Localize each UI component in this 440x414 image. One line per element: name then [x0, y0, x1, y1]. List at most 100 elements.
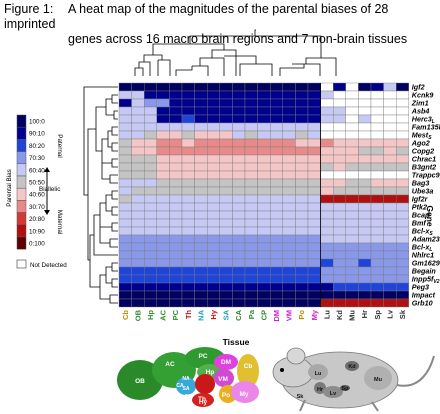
heat-cell-asb4-pc	[169, 106, 183, 116]
heat-cell-fam135b-pc	[169, 122, 183, 132]
heat-cell-kcnk9-my	[307, 90, 321, 100]
heat-cell-bcl-xs-cb	[118, 226, 132, 236]
tissue-label-ca: CA	[234, 309, 243, 320]
heat-cell-ptk2-kd	[333, 202, 347, 212]
heat-cell-kcnk9-lu	[320, 90, 334, 100]
heat-cell-igf2-my	[307, 82, 321, 92]
tissue-label-sp: Sp	[373, 310, 382, 320]
heat-cell-bcap-my	[307, 210, 321, 220]
legend-swatch-4	[16, 163, 27, 177]
heat-cell-igf2r-vm	[282, 194, 296, 204]
heat-cell-trappc9l-hy	[206, 170, 220, 180]
heat-cell-herc3l-my	[307, 114, 321, 124]
heat-cell-b3gnt2-lu	[320, 162, 334, 172]
heat-cell-copg2-sp	[370, 146, 384, 156]
gene-label-grb10: Grb10	[412, 298, 433, 307]
heat-cell-igf2r-cp	[257, 194, 271, 204]
heat-cell-copg2-hy	[206, 146, 220, 156]
heat-cell-b3gnt2-sa	[219, 162, 233, 172]
heat-cell-kcnk9-sp	[370, 90, 384, 100]
heat-cell-bcap-dm	[270, 210, 284, 220]
heat-cell-inpp5fv2-kd	[333, 274, 347, 284]
legend-title: Parental Bias	[6, 169, 13, 206]
heat-cell-fam135b-sp	[370, 122, 384, 132]
heat-cell-bcl-xl-hp	[143, 242, 157, 252]
heat-cell-adam23-th	[181, 234, 195, 244]
legend-tick-label: 10:90	[29, 228, 45, 235]
heat-cell-bag3-lu	[320, 178, 334, 188]
heat-cell-inpp5fv2-hp	[143, 274, 157, 284]
brain-region-ob	[117, 360, 163, 400]
heat-cell-bcl-xl-hr	[358, 242, 372, 252]
heat-cell-asb4-sa	[219, 106, 233, 116]
gene-label-ago2: Ago2	[411, 138, 430, 147]
legend-tick-label: 90:10	[29, 131, 45, 138]
heat-cell-b3gnt2-vm	[282, 162, 296, 172]
heat-cell-fam135b-mu	[345, 122, 359, 132]
heat-cell-mest-my	[307, 130, 321, 140]
heat-cell-nhlrc1-hr	[358, 250, 372, 260]
heat-cell-inpp5fv2-my	[307, 274, 321, 284]
heat-cell-ago2-ac	[156, 138, 170, 148]
heat-cell-begain-po	[295, 266, 309, 276]
heat-cell-bag3-pa	[244, 178, 258, 188]
heat-cell-adam23-ac	[156, 234, 170, 244]
organ-label-hr: Hr	[317, 387, 324, 393]
heat-cell-impact-lv	[383, 290, 397, 300]
heat-cell-zim1-mu	[345, 98, 359, 108]
heat-cell-trappc9l-pc	[169, 170, 183, 180]
heat-cell-begain-vm	[282, 266, 296, 276]
heat-cell-bag3-lv	[383, 178, 397, 188]
heat-cell-grb10-cp	[257, 298, 271, 308]
heat-cell-trappc9l-na	[194, 170, 208, 180]
heat-cell-peg3-th	[181, 282, 195, 292]
heat-cell-igf2-pc	[169, 82, 183, 92]
gene-label-ube3a: Ube3a	[412, 186, 434, 195]
heat-cell-begain-sk	[396, 266, 410, 276]
heat-cell-ago2-ob	[131, 138, 145, 148]
heat-cell-impact-my	[307, 290, 321, 300]
legend-tick-label: 50:50	[29, 180, 45, 187]
heat-cell-igf2r-pa	[244, 194, 258, 204]
heat-cell-herc3l-lu	[320, 114, 334, 124]
heat-cell-ube3a-sp	[370, 186, 384, 196]
heat-cell-bcap-cb	[118, 210, 132, 220]
heat-cell-asb4-lv	[383, 106, 397, 116]
heat-cell-impact-vm	[282, 290, 296, 300]
heat-cell-chrac1-ca	[232, 154, 246, 164]
tissue-label-hp: Hp	[146, 310, 155, 320]
heat-cell-zim1-sa	[219, 98, 233, 108]
heat-cell-igf2-na	[194, 82, 208, 92]
heat-cell-grb10-pc	[169, 298, 183, 308]
heat-cell-fam135b-vm	[282, 122, 296, 132]
heat-cell-bcl-xl-pa	[244, 242, 258, 252]
heat-cell-igf2-hr	[358, 82, 372, 92]
heat-cell-adam23-hr	[358, 234, 372, 244]
heat-cell-ago2-mu	[345, 138, 359, 148]
heat-cell-inpp5fv2-th	[181, 274, 195, 284]
heat-cell-mest-th	[181, 130, 195, 140]
organ-sp-shape	[340, 385, 350, 391]
heat-cell-gm16299-pc	[169, 258, 183, 268]
heat-cell-ago2-th	[181, 138, 195, 148]
heat-cell-impact-hr	[358, 290, 372, 300]
heat-cell-copg2-lu	[320, 146, 334, 156]
heat-cell-impact-pa	[244, 290, 258, 300]
heat-cell-trappc9l-dm	[270, 170, 284, 180]
heat-cell-trappc9l-cp	[257, 170, 271, 180]
heat-cell-begain-dm	[270, 266, 284, 276]
heat-cell-ptk2-hp	[143, 202, 157, 212]
heat-cell-kcnk9-ca	[232, 90, 246, 100]
heat-cell-bag3-cp	[257, 178, 271, 188]
heat-cell-ago2-sa	[219, 138, 233, 148]
heat-cell-ago2-lu	[320, 138, 334, 148]
heat-cell-begain-hy	[206, 266, 220, 276]
heat-cell-grb10-pa	[244, 298, 258, 308]
heat-cell-bcl-xl-th	[181, 242, 195, 252]
gene-label-bag3: Bag3	[412, 178, 430, 187]
heat-cell-bcl-xs-kd	[333, 226, 347, 236]
heat-cell-b3gnt2-cb	[118, 162, 132, 172]
heat-cell-zim1-pa	[244, 98, 258, 108]
heat-cell-begain-hp	[143, 266, 157, 276]
heat-cell-bcap-ca	[232, 210, 246, 220]
